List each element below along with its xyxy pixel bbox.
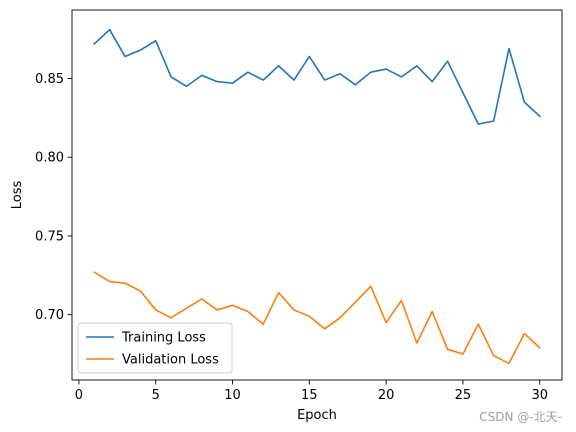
x-tick-label: 25 [455,388,472,403]
watermark-text: CSDN @-北天- [479,410,562,424]
x-tick-label: 5 [152,388,160,403]
x-tick-label: 15 [301,388,318,403]
axis-ticks: 0 5 10 15 20 25 30 0.70 0.75 0.80 0.85 [35,72,548,403]
legend-label: Training Loss [121,331,206,346]
legend-label: Validation Loss [122,353,219,368]
x-tick-label: 20 [378,388,395,403]
series-line-training-loss [93,28,541,125]
series-line-validation-loss [93,271,541,365]
x-axis-label: Epoch [297,408,337,423]
y-tick-label: 0.80 [35,151,64,166]
legend-box [77,322,233,374]
y-tick-label: 0.85 [35,72,64,87]
plot-area [71,9,563,381]
y-tick-label: 0.75 [35,229,64,244]
x-tick-label: 10 [224,388,241,403]
x-tick-label: 30 [531,388,548,403]
x-tick-label: 0 [75,388,83,403]
y-tick-label: 0.70 [35,308,64,323]
axes-frame [71,9,563,381]
legend: Training Loss Validation Loss [77,322,233,374]
y-axis-label: Loss [10,181,25,210]
